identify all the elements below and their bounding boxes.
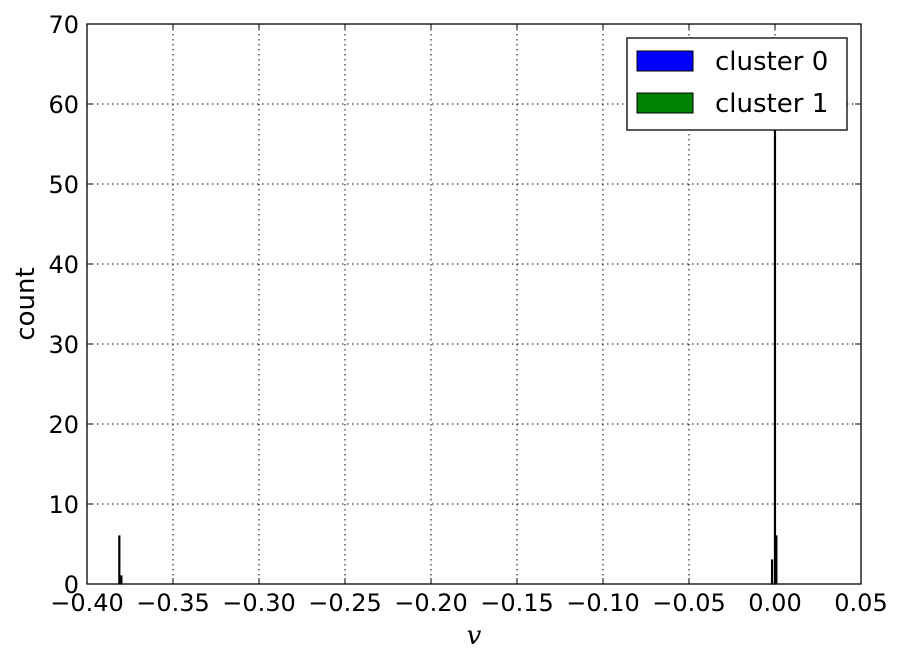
y-tick-label: 50 — [48, 171, 79, 199]
y-tick-label: 0 — [64, 571, 79, 599]
x-tick-label: −0.10 — [566, 589, 640, 617]
x-tick-label: −0.30 — [222, 589, 296, 617]
x-axis-label: v — [467, 621, 482, 651]
histogram-bar-series-0 — [120, 575, 123, 585]
x-axis-tick-labels: −0.40 −0.35 −0.30 −0.25 −0.20 −0.15 −0.10 −0.05… — [50, 589, 887, 617]
legend: cluster 0 cluster 1 — [626, 37, 848, 131]
x-tick-label: −0.25 — [308, 589, 382, 617]
x-tick-label: 0.05 — [834, 589, 887, 617]
x-tick-label: −0.40 — [50, 589, 124, 617]
y-axis-label: count — [11, 267, 41, 340]
x-tick-label: −0.20 — [394, 589, 468, 617]
histogram-bar-series-0 — [118, 535, 121, 585]
axis-ticks — [86, 23, 862, 585]
legend-swatch-cluster-1 — [636, 92, 694, 114]
x-tick-label: −0.35 — [136, 589, 210, 617]
plot-area-frame — [86, 23, 862, 585]
x-tick-label: −0.15 — [480, 589, 554, 617]
histogram-bar-series-1 — [775, 535, 778, 585]
legend-label-cluster-0: cluster 0 — [715, 47, 828, 77]
x-tick-label: 0.00 — [748, 589, 801, 617]
y-tick-label: 20 — [48, 411, 79, 439]
legend-swatch-cluster-0 — [636, 50, 694, 72]
y-tick-label: 70 — [48, 11, 79, 39]
x-tick-label: −0.05 — [652, 589, 726, 617]
y-tick-label: 60 — [48, 91, 79, 119]
y-tick-label: 30 — [48, 331, 79, 359]
histogram-bar-series-1 — [770, 559, 774, 585]
legend-label-cluster-1: cluster 1 — [715, 89, 828, 119]
y-axis-tick-labels: 0 10 20 30 40 50 60 70 — [48, 11, 79, 599]
histogram-bar-series-1 — [773, 95, 777, 585]
y-tick-label: 10 — [48, 491, 79, 519]
y-tick-label: 40 — [48, 251, 79, 279]
